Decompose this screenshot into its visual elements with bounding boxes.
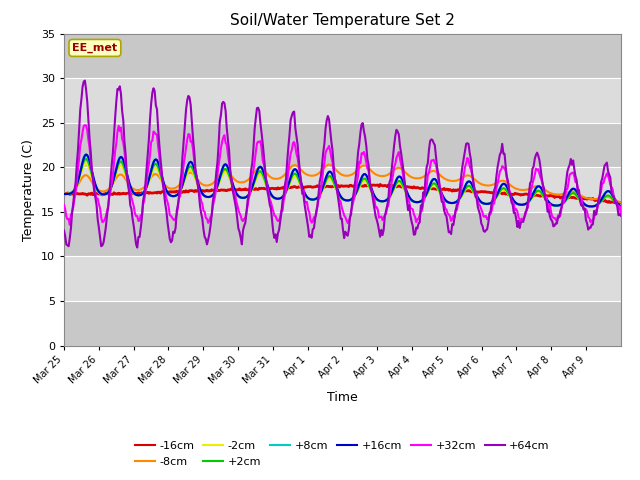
- -8cm: [470, 176, 478, 182]
- +8cm: [470, 188, 478, 193]
- -8cm: [373, 172, 381, 178]
- +8cm: [617, 204, 625, 209]
- +8cm: [373, 196, 381, 202]
- Bar: [64, 212, 621, 256]
- Text: EE_met: EE_met: [72, 43, 118, 53]
- +32cm: [81, 122, 89, 128]
- +32cm: [60, 202, 68, 208]
- +16cm: [234, 193, 242, 199]
- Line: -8cm: -8cm: [64, 165, 621, 203]
- Bar: [64, 256, 621, 301]
- +16cm: [296, 176, 304, 182]
- -8cm: [325, 162, 333, 168]
- -2cm: [296, 182, 304, 188]
- -2cm: [399, 185, 407, 191]
- +16cm: [399, 180, 407, 185]
- -16cm: [372, 182, 380, 188]
- Line: +64cm: +64cm: [64, 81, 621, 248]
- +32cm: [617, 212, 625, 218]
- -8cm: [234, 179, 241, 184]
- -16cm: [399, 183, 407, 189]
- Bar: [64, 123, 621, 168]
- -2cm: [373, 197, 381, 203]
- Line: +8cm: +8cm: [64, 155, 621, 206]
- -2cm: [234, 194, 242, 200]
- -16cm: [234, 187, 241, 192]
- -8cm: [617, 200, 625, 205]
- +32cm: [401, 180, 408, 186]
- +16cm: [588, 204, 596, 209]
- +16cm: [470, 187, 478, 192]
- +8cm: [234, 193, 242, 199]
- +32cm: [66, 222, 74, 228]
- +64cm: [133, 245, 141, 251]
- Y-axis label: Temperature (C): Temperature (C): [22, 139, 35, 240]
- Bar: [64, 34, 621, 78]
- -16cm: [567, 194, 575, 200]
- Bar: [64, 301, 621, 346]
- +2cm: [296, 180, 304, 186]
- +2cm: [234, 193, 242, 199]
- -2cm: [83, 160, 90, 166]
- +32cm: [472, 190, 479, 195]
- Line: +2cm: +2cm: [64, 159, 621, 206]
- Legend: -16cm, -8cm, -2cm, +2cm, +8cm, +16cm, +32cm, +64cm: -16cm, -8cm, -2cm, +2cm, +8cm, +16cm, +3…: [131, 437, 554, 471]
- +8cm: [60, 191, 68, 197]
- +2cm: [470, 190, 478, 196]
- -16cm: [60, 191, 68, 196]
- +64cm: [374, 221, 381, 227]
- +16cm: [567, 188, 575, 193]
- +64cm: [298, 179, 305, 185]
- +2cm: [373, 197, 381, 203]
- +8cm: [83, 152, 90, 157]
- -8cm: [567, 189, 575, 194]
- +32cm: [236, 210, 243, 216]
- +2cm: [399, 183, 407, 189]
- Line: +32cm: +32cm: [64, 125, 621, 225]
- +8cm: [567, 187, 575, 193]
- Title: Soil/Water Temperature Set 2: Soil/Water Temperature Set 2: [230, 13, 455, 28]
- -16cm: [376, 181, 384, 187]
- Bar: [64, 168, 621, 212]
- +16cm: [83, 152, 90, 157]
- -8cm: [60, 191, 68, 197]
- -2cm: [470, 191, 478, 197]
- -16cm: [295, 184, 303, 190]
- -16cm: [614, 200, 622, 206]
- -2cm: [60, 191, 68, 197]
- -2cm: [567, 192, 575, 198]
- +8cm: [399, 180, 407, 186]
- +32cm: [298, 181, 305, 187]
- +32cm: [374, 207, 381, 213]
- Line: -2cm: -2cm: [64, 163, 621, 207]
- -8cm: [399, 168, 407, 173]
- X-axis label: Time: Time: [327, 391, 358, 404]
- +64cm: [60, 228, 68, 233]
- +2cm: [567, 191, 575, 197]
- +16cm: [373, 196, 381, 202]
- +32cm: [568, 170, 576, 176]
- +16cm: [617, 203, 625, 209]
- +64cm: [401, 178, 408, 184]
- -16cm: [470, 189, 478, 194]
- +2cm: [617, 204, 625, 209]
- Bar: [64, 78, 621, 123]
- +16cm: [60, 191, 68, 197]
- -16cm: [617, 200, 625, 205]
- -2cm: [617, 204, 625, 210]
- -8cm: [295, 165, 303, 170]
- +8cm: [296, 177, 304, 183]
- +64cm: [472, 194, 479, 200]
- +64cm: [568, 162, 576, 168]
- Line: +16cm: +16cm: [64, 155, 621, 206]
- Line: -16cm: -16cm: [64, 184, 621, 203]
- +2cm: [83, 156, 90, 162]
- +64cm: [617, 213, 625, 219]
- +64cm: [81, 78, 89, 84]
- +64cm: [236, 229, 243, 235]
- +8cm: [587, 204, 595, 209]
- +2cm: [60, 191, 68, 197]
